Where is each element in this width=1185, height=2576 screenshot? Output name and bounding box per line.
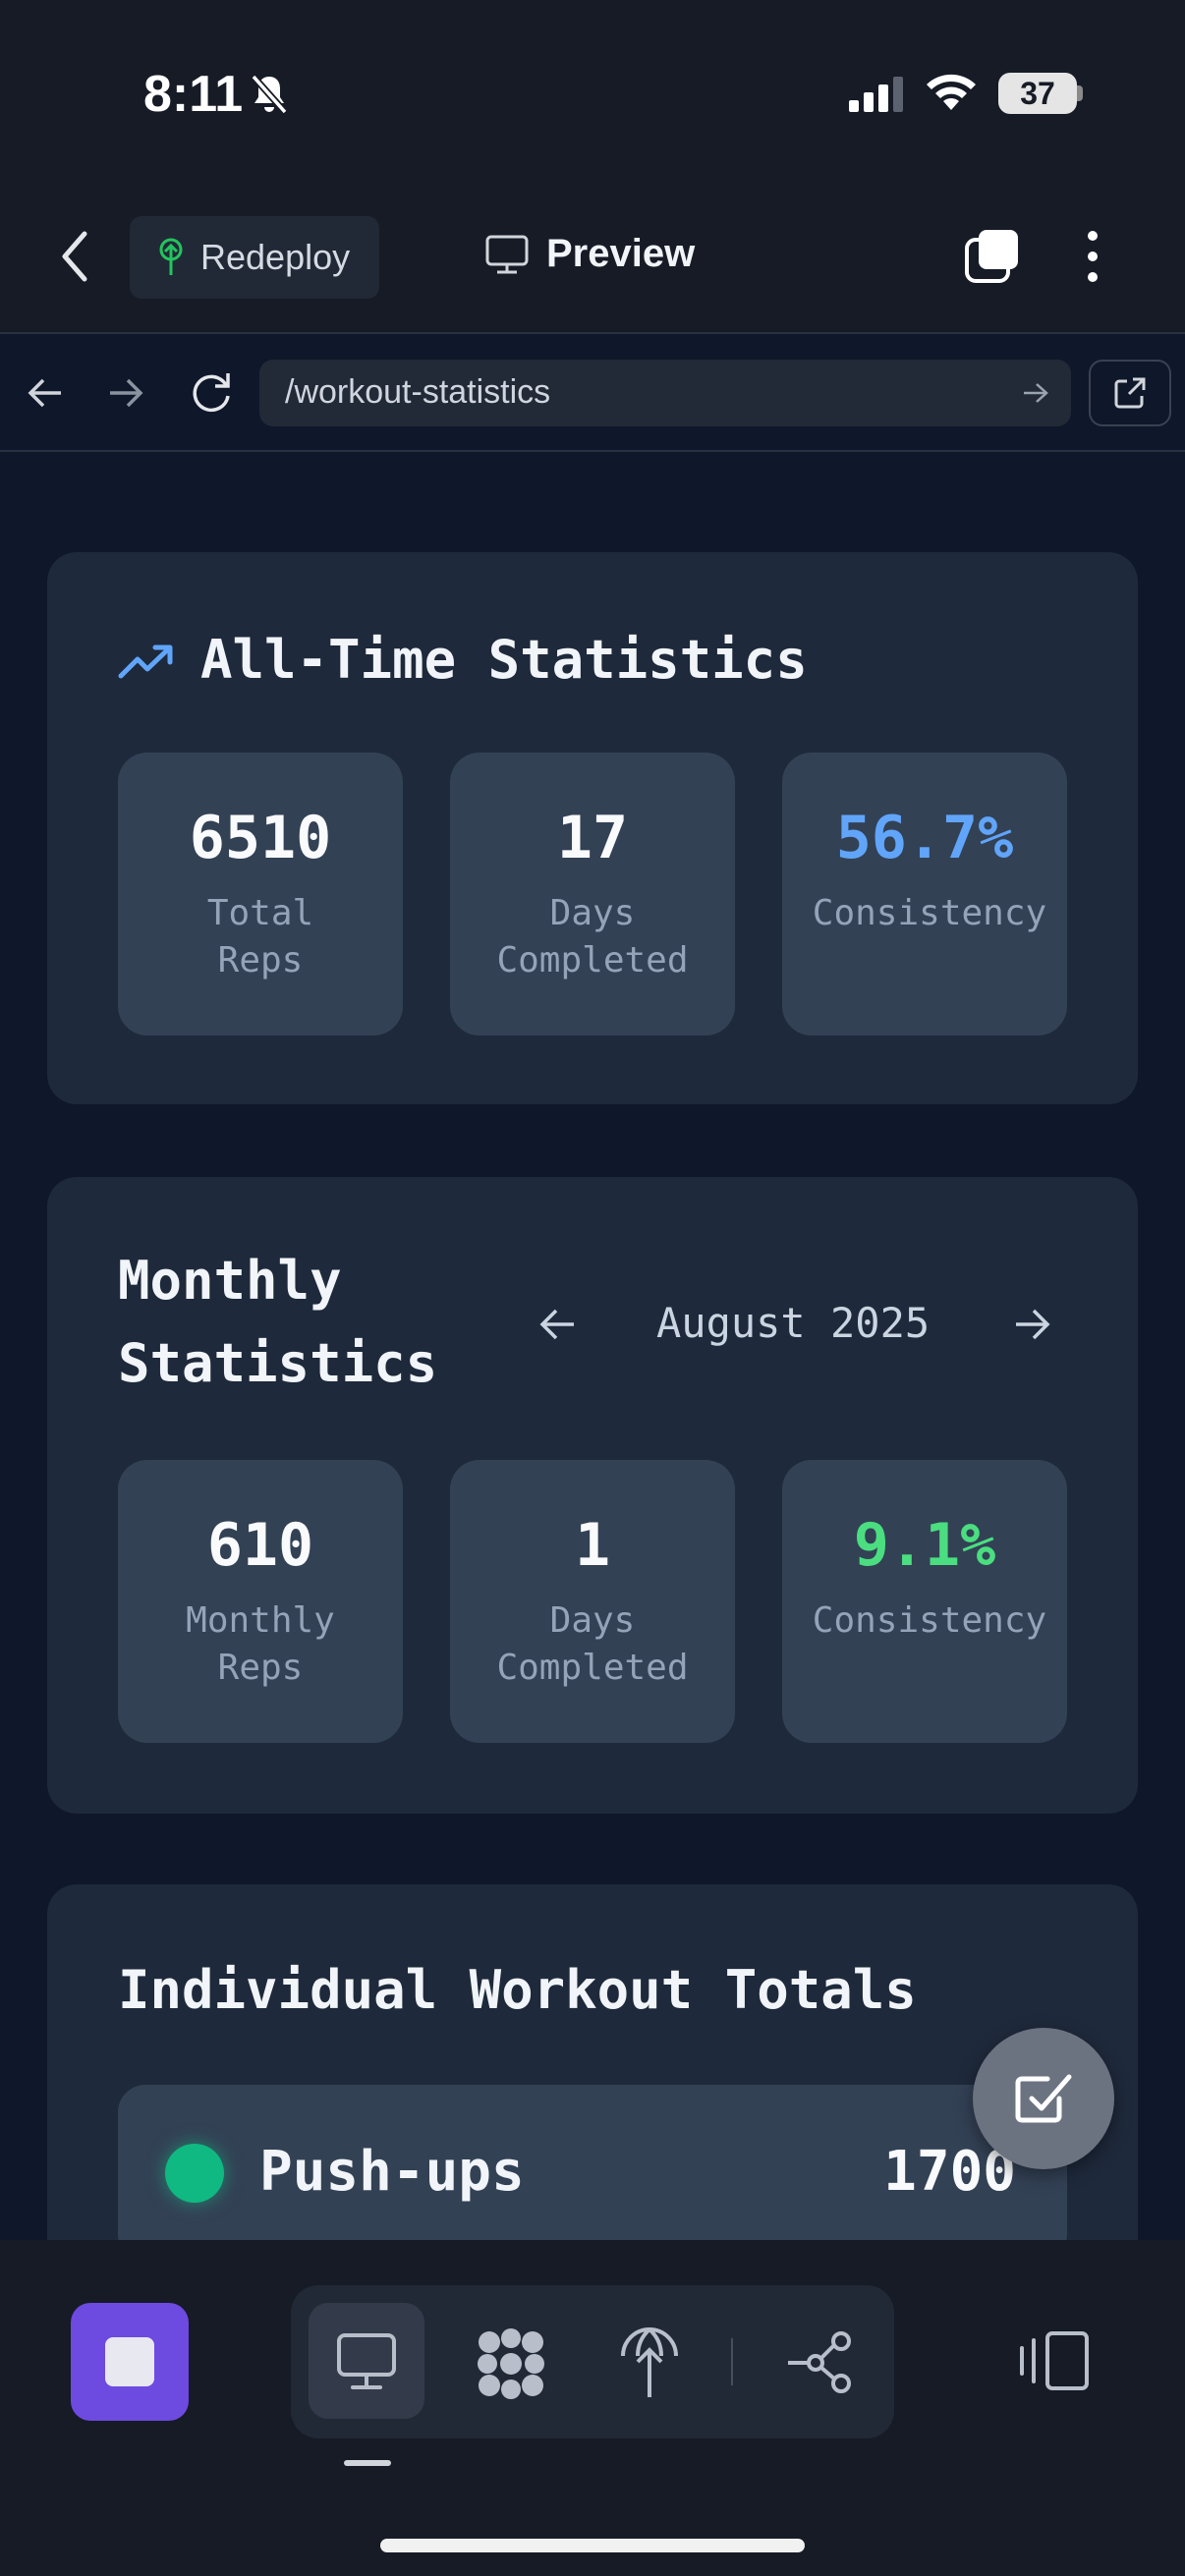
git-branch-icon[interactable] <box>786 2330 855 2395</box>
preview-label: Preview <box>546 232 696 275</box>
stat-value: 56.7% <box>835 804 1014 872</box>
page-content: < Back Workout Statistics All-Time Stati… <box>0 452 1185 2240</box>
stat-label: Days Completed <box>496 893 689 980</box>
redeploy-button[interactable]: Redeploy <box>130 216 379 299</box>
trending-up-icon <box>118 644 173 679</box>
url-bar[interactable]: /workout-statistics <box>259 360 1071 426</box>
stat-value: 610 <box>206 1511 314 1580</box>
stat-monthly-reps: 610 Monthly Reps <box>118 1460 403 1743</box>
stat-label: Total Reps <box>206 893 314 980</box>
reload-icon[interactable] <box>189 369 234 415</box>
header-divider <box>0 332 1185 334</box>
stat-label: Consistency <box>812 893 1047 933</box>
tool-separator <box>731 2338 733 2385</box>
workout-color-dot <box>165 2144 224 2203</box>
back-chevron-icon[interactable] <box>61 230 88 283</box>
open-external-button[interactable] <box>1089 360 1171 426</box>
tabs-icon[interactable] <box>963 228 1020 285</box>
preview-tool-active[interactable] <box>309 2303 424 2419</box>
stat-monthly-days: 1 Days Completed <box>450 1460 735 1743</box>
stat-value: 1 <box>574 1511 611 1580</box>
device-toggle-icon[interactable] <box>1018 2330 1091 2391</box>
stat-total-reps: 6510 Total Reps <box>118 753 403 1036</box>
workout-total: 1700 <box>883 2140 1016 2204</box>
monthly-title-line2: Statistics <box>118 1332 438 1394</box>
individual-title: Individual Workout Totals <box>118 1959 917 2021</box>
wifi-icon <box>927 74 976 110</box>
browser-back-icon[interactable] <box>28 377 63 409</box>
monitor-icon <box>485 235 529 273</box>
home-indicator <box>380 2539 805 2552</box>
active-tab-indicator <box>344 2460 391 2466</box>
tool-group <box>291 2285 894 2438</box>
more-vertical-icon[interactable] <box>1083 228 1102 285</box>
stat-value: 6510 <box>189 804 332 872</box>
stat-value: 9.1% <box>853 1511 996 1580</box>
redeploy-icon <box>159 238 183 275</box>
monitor-tool-icon[interactable] <box>336 2332 397 2391</box>
next-month-button[interactable] <box>1012 1307 1051 1342</box>
stop-button[interactable] <box>71 2303 189 2421</box>
stat-days-completed: 17 Days Completed <box>450 753 735 1036</box>
deploy-globe-icon[interactable] <box>619 2326 680 2399</box>
monthly-stats-card: Monthly Statistics August 2025 610 Month… <box>47 1177 1138 1814</box>
redeploy-label: Redeploy <box>200 237 351 277</box>
status-time: 8:11 <box>143 66 244 123</box>
checkbox-icon <box>1015 2074 1072 2123</box>
month-label: August 2025 <box>656 1299 931 1347</box>
bell-off-icon <box>251 74 288 115</box>
url-text: /workout-statistics <box>285 373 551 411</box>
battery-indicator: 37 <box>998 73 1077 114</box>
stat-label: Consistency <box>812 1600 1047 1641</box>
monthly-title-line1: Monthly <box>118 1250 342 1312</box>
external-link-icon <box>1114 377 1146 409</box>
stat-consistency: 56.7% Consistency <box>782 753 1067 1036</box>
cellular-signal-icon <box>849 77 903 112</box>
previous-month-button[interactable] <box>538 1307 578 1342</box>
all-time-stats-card: All-Time Statistics 6510 Total Reps 17 D… <box>47 552 1138 1104</box>
apps-cluster-icon[interactable] <box>474 2326 548 2401</box>
floating-action-button[interactable] <box>973 2028 1114 2169</box>
page-title: Workout Statistics <box>291 452 887 457</box>
stat-value: 17 <box>556 804 629 872</box>
all-time-title: All-Time Statistics <box>200 629 808 691</box>
bottom-toolbar <box>0 2240 1185 2576</box>
stop-icon <box>105 2337 154 2386</box>
browser-bar-divider <box>0 450 1185 452</box>
workout-name: Push-ups <box>259 2140 525 2204</box>
stat-label: Monthly Reps <box>186 1600 335 1688</box>
battery-tip <box>1077 85 1083 101</box>
workout-row-push-ups[interactable]: Push-ups 1700 <box>118 2085 1067 2240</box>
browser-forward-icon[interactable] <box>108 377 143 409</box>
top-chrome: 8:11 37 Redeploy Preview <box>0 0 1185 452</box>
stat-label: Days Completed <box>496 1600 689 1688</box>
stat-monthly-consistency: 9.1% Consistency <box>782 1460 1067 1743</box>
individual-totals-card: Individual Workout Totals Push-ups 1700 <box>47 1884 1138 2240</box>
url-go-arrow-icon[interactable] <box>1022 381 1049 405</box>
preview-title[interactable]: Preview <box>485 232 695 276</box>
